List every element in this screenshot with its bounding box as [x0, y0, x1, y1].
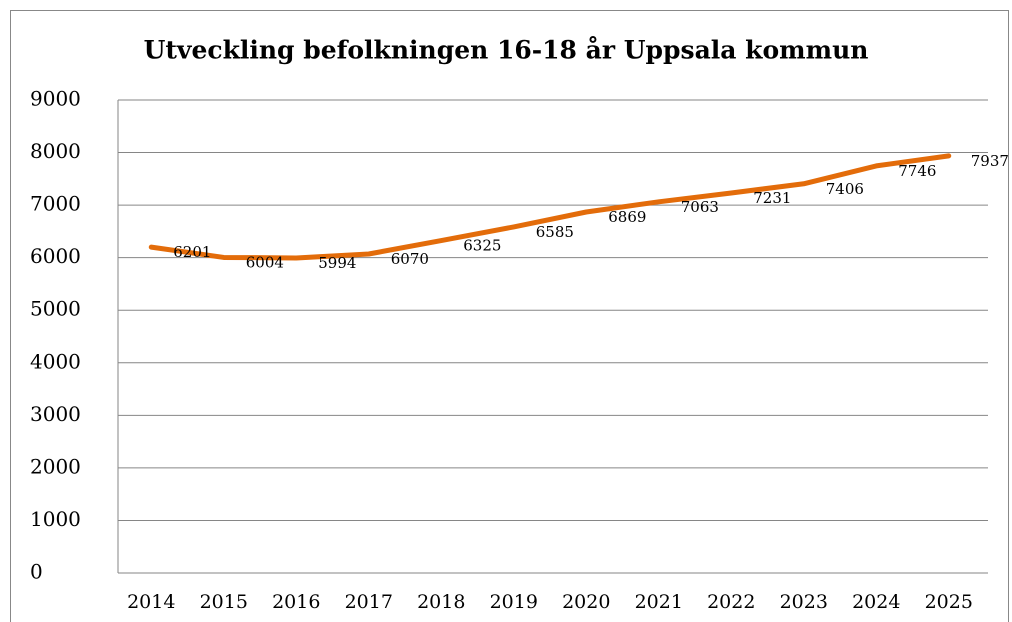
x-tick-label: 2023: [780, 591, 828, 613]
x-tick-label: 2021: [635, 591, 683, 613]
data-label: 7746: [898, 162, 936, 180]
y-tick-label: 7000: [30, 192, 81, 216]
data-label: 7406: [826, 180, 864, 198]
y-tick-label: 0: [30, 560, 43, 584]
x-tick-label: 2018: [417, 591, 465, 613]
data-label: 7937: [971, 152, 1009, 170]
y-tick-label: 8000: [30, 139, 81, 163]
data-label: 6869: [608, 208, 646, 226]
x-tick-label: 2017: [345, 591, 393, 613]
data-label: 5994: [318, 254, 356, 272]
y-tick-label: 3000: [30, 402, 81, 426]
data-label: 6201: [173, 243, 211, 261]
y-tick-label: 5000: [30, 297, 81, 321]
x-tick-label: 2022: [707, 591, 755, 613]
y-tick-label: 2000: [30, 454, 81, 478]
x-tick-label: 2019: [490, 591, 538, 613]
x-tick-label: 2025: [925, 591, 973, 613]
y-tick-label: 4000: [30, 349, 81, 373]
data-label: 6070: [391, 250, 429, 268]
x-tick-label: 2014: [127, 591, 175, 613]
chart-title: Utveckling befolkningen 16-18 år Uppsala…: [144, 36, 869, 65]
y-tick-label: 1000: [30, 507, 81, 531]
x-tick-label: 2016: [272, 591, 320, 613]
x-tick-label: 2024: [852, 591, 900, 613]
data-label: 6325: [463, 237, 501, 255]
data-label: 7063: [681, 198, 719, 216]
y-tick-label: 9000: [30, 87, 81, 111]
y-tick-label: 6000: [30, 244, 81, 268]
x-tick-label: 2015: [200, 591, 248, 613]
x-tick-label: 2020: [562, 591, 610, 613]
chart-frame: [10, 10, 1009, 622]
data-label: 6004: [246, 253, 284, 271]
data-label: 6585: [536, 223, 574, 241]
data-line: [148, 153, 952, 261]
data-label: 7231: [753, 189, 791, 207]
